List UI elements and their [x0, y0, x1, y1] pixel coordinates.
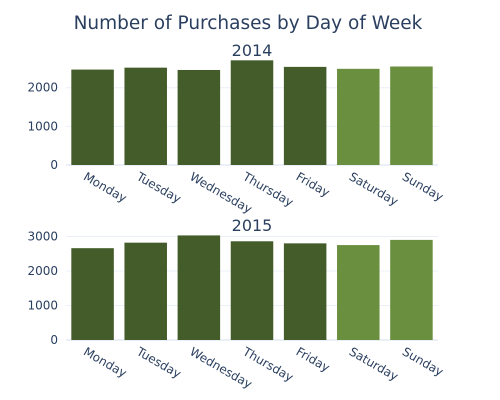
y-tick-label: 3000	[27, 229, 58, 243]
y-tick-label: 2000	[27, 264, 58, 278]
y-tick-label: 1000	[27, 298, 58, 312]
bar-wednesday[interactable]	[177, 235, 221, 340]
bar-wednesday[interactable]	[177, 69, 221, 165]
bar-thursday[interactable]	[230, 60, 274, 165]
bar-tuesday[interactable]	[124, 67, 167, 165]
subplot-title: 2014	[232, 41, 273, 60]
bar-sunday[interactable]	[390, 66, 433, 165]
x-tick-label: Tuesday	[133, 344, 183, 381]
x-tick-label: Friday	[294, 169, 333, 199]
y-tick-label: 1000	[27, 119, 58, 133]
x-tick-label: Sunday	[400, 344, 446, 379]
x-tick-label: Friday	[294, 344, 333, 374]
bar-friday[interactable]	[283, 243, 327, 340]
subplot-title: 2015	[232, 216, 273, 235]
x-tick-label: Sunday	[400, 169, 446, 204]
x-tick-label: Saturday	[347, 344, 401, 383]
bar-saturday[interactable]	[337, 245, 380, 340]
x-tick-label: Monday	[81, 344, 129, 380]
chart-title: Number of Purchases by Day of Week	[74, 13, 423, 34]
bar-thursday[interactable]	[230, 241, 274, 340]
y-tick-label: 0	[50, 158, 58, 172]
x-tick-label: Saturday	[347, 169, 401, 208]
bar-sunday[interactable]	[390, 239, 433, 340]
bar-tuesday[interactable]	[124, 242, 167, 340]
bar-monday[interactable]	[71, 69, 114, 165]
bar-monday[interactable]	[71, 248, 114, 340]
y-tick-label: 2000	[27, 81, 58, 95]
bar-saturday[interactable]	[337, 68, 380, 165]
bar-friday[interactable]	[283, 66, 327, 165]
x-tick-label: Monday	[81, 169, 129, 205]
y-tick-label: 0	[50, 333, 58, 347]
x-tick-label: Tuesday	[133, 169, 183, 206]
